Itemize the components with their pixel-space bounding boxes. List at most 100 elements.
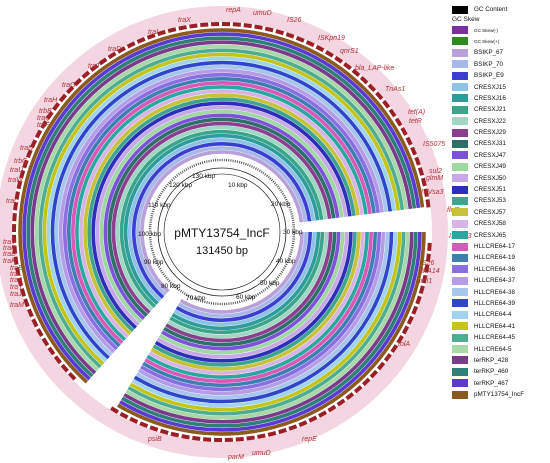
gene-feature-arc (336, 398, 346, 407)
gene-feature-arc (427, 242, 432, 252)
track-ring-24-segment (221, 52, 401, 211)
track-ring-27-segment (221, 40, 413, 210)
track-ring-0-segment (179, 231, 304, 314)
legend-track-label: terRKP_460 (474, 368, 509, 376)
legend-track-label: CRESXJ51 (474, 186, 506, 194)
gene-label-traN: traN (20, 145, 34, 152)
legend-track-swatch (452, 83, 468, 92)
gene-feature-arc (178, 25, 187, 31)
legend-track-swatch (452, 299, 468, 308)
gc-content-ring (148, 158, 296, 306)
track-ring-4-segment (221, 133, 320, 221)
gene-label-traE: traE (10, 265, 23, 272)
track-ring-21-segment (221, 64, 388, 213)
track-ring-12-segment (91, 101, 223, 330)
gene-label-psiB: psiB (147, 436, 162, 443)
legend-track-swatch (452, 94, 468, 103)
gene-feature-arc (334, 55, 344, 64)
legend-gc-skew-plus-label: GC Skew(+) (474, 38, 500, 44)
gene-label-repA: repA (226, 7, 241, 14)
gene-label-TnAs1: TnAs1 (385, 86, 405, 93)
gene-feature-arc (181, 434, 190, 440)
gene-feature-arc (12, 245, 18, 254)
gene-label-traF: traF (37, 122, 50, 129)
legend-track-swatch (452, 48, 468, 57)
legend-track-swatch (452, 390, 468, 399)
kbp-scale: 10 kbp 20 kbp 30 kbp 40 kbp 50 kbp 60 kb… (138, 173, 303, 302)
gene-feature-arc (361, 377, 371, 387)
track-ring-26-segment (34, 44, 223, 372)
legend-track-label: CRESXJ29 (474, 129, 506, 137)
gene-feature-arc (16, 180, 23, 190)
gene-label-traA: traA (10, 277, 23, 284)
track-ring-5-segment (169, 231, 325, 335)
gene-feature-arc (232, 22, 242, 27)
gene-feature-arc (415, 295, 422, 305)
gene-feature-arc (110, 406, 120, 414)
track-ring-5-segment (119, 129, 223, 308)
gene-feature-arc (107, 51, 117, 60)
gene-feature-arc (65, 85, 75, 95)
legend-track-label: CRESXJ15 (474, 83, 506, 91)
legend-gc-skew-minus-swatch (452, 26, 468, 35)
track-ring-0-segment (221, 150, 304, 223)
gene-feature-arc (243, 23, 252, 29)
legend-gc-skew-plus-swatch (452, 37, 468, 46)
gene-feature-arc (275, 29, 285, 36)
gene-feature-arc (359, 75, 369, 85)
gene-label-traX: traX (178, 17, 191, 24)
track-ring-3-segment (173, 231, 317, 327)
legend-track-12: CRESXJ51 (452, 184, 550, 195)
gene-feature-arc (19, 288, 27, 297)
legend-track-label: CRESXJ49 (474, 163, 506, 171)
gene-feature-arc (376, 361, 386, 371)
gene-label-traQ: traQ (37, 115, 51, 122)
track-ring-28-segment (121, 231, 418, 428)
gene-label-traH: traH (44, 97, 58, 104)
gene-feature-arc (17, 277, 24, 287)
track-ring-11-segment (221, 105, 348, 218)
gene-feature-arc (396, 334, 404, 344)
gene-feature-arc (126, 41, 136, 49)
legend-track-label: BSIKP_67 (474, 49, 504, 57)
legend-track-swatch (452, 367, 468, 376)
legend-track-7: CRESXJ29 (452, 127, 550, 138)
gene-feature-arc (13, 202, 19, 211)
legend-gc-content: GC Content (452, 4, 550, 15)
legend-track-13: CRESXJ53 (452, 195, 550, 206)
track-ring-2-segment (221, 142, 312, 222)
gene-feature-arc (149, 425, 159, 432)
track-ring-15-segment (79, 89, 223, 339)
legend-track-4: CRESXJ16 (452, 93, 550, 104)
gene-feature-arc (420, 177, 427, 187)
track-ring-10-segment (158, 231, 345, 355)
kbp-label-70: 70 kbp (186, 295, 206, 302)
legend-track-swatch (452, 185, 468, 194)
legend-track-label: HLLCRE64-39 (474, 299, 515, 307)
gene-feature-arc (15, 267, 21, 276)
legend-track-25: HLLCRE64-45 (452, 332, 550, 343)
legend-track-label: HLLCRE64-45 (474, 334, 515, 342)
gene-feature-arc (12, 212, 17, 222)
outer-halo (0, 6, 448, 458)
track-ring-16-segment (221, 85, 368, 215)
legend-track-8: CRESXJ31 (452, 138, 550, 149)
legend-track-label: BSIKP_E9 (474, 72, 504, 80)
kbp-label-30: 30 kbp (283, 229, 303, 236)
gene-feature-arc (369, 369, 379, 379)
gene-feature-arc (400, 126, 408, 136)
track-ring-11-segment (156, 231, 349, 359)
gene-feature-arc (47, 346, 56, 356)
gene-label-ISKpn19: ISKpn19 (318, 35, 345, 42)
legend-track-2: BSIKP_E9 (452, 70, 550, 81)
gene-feature-arc (421, 274, 428, 284)
track-ring-7-segment (165, 231, 333, 343)
gene-feature-arc (382, 99, 391, 109)
plasmid-size: 131450 bp (196, 245, 248, 257)
track-ring-6-segment (115, 125, 223, 311)
track-ring-25-segment (127, 231, 406, 416)
legend-track-label: HLLCRE64-41 (474, 322, 515, 330)
legend-track-swatch (452, 117, 468, 126)
track-ring-29-segment (22, 32, 223, 381)
